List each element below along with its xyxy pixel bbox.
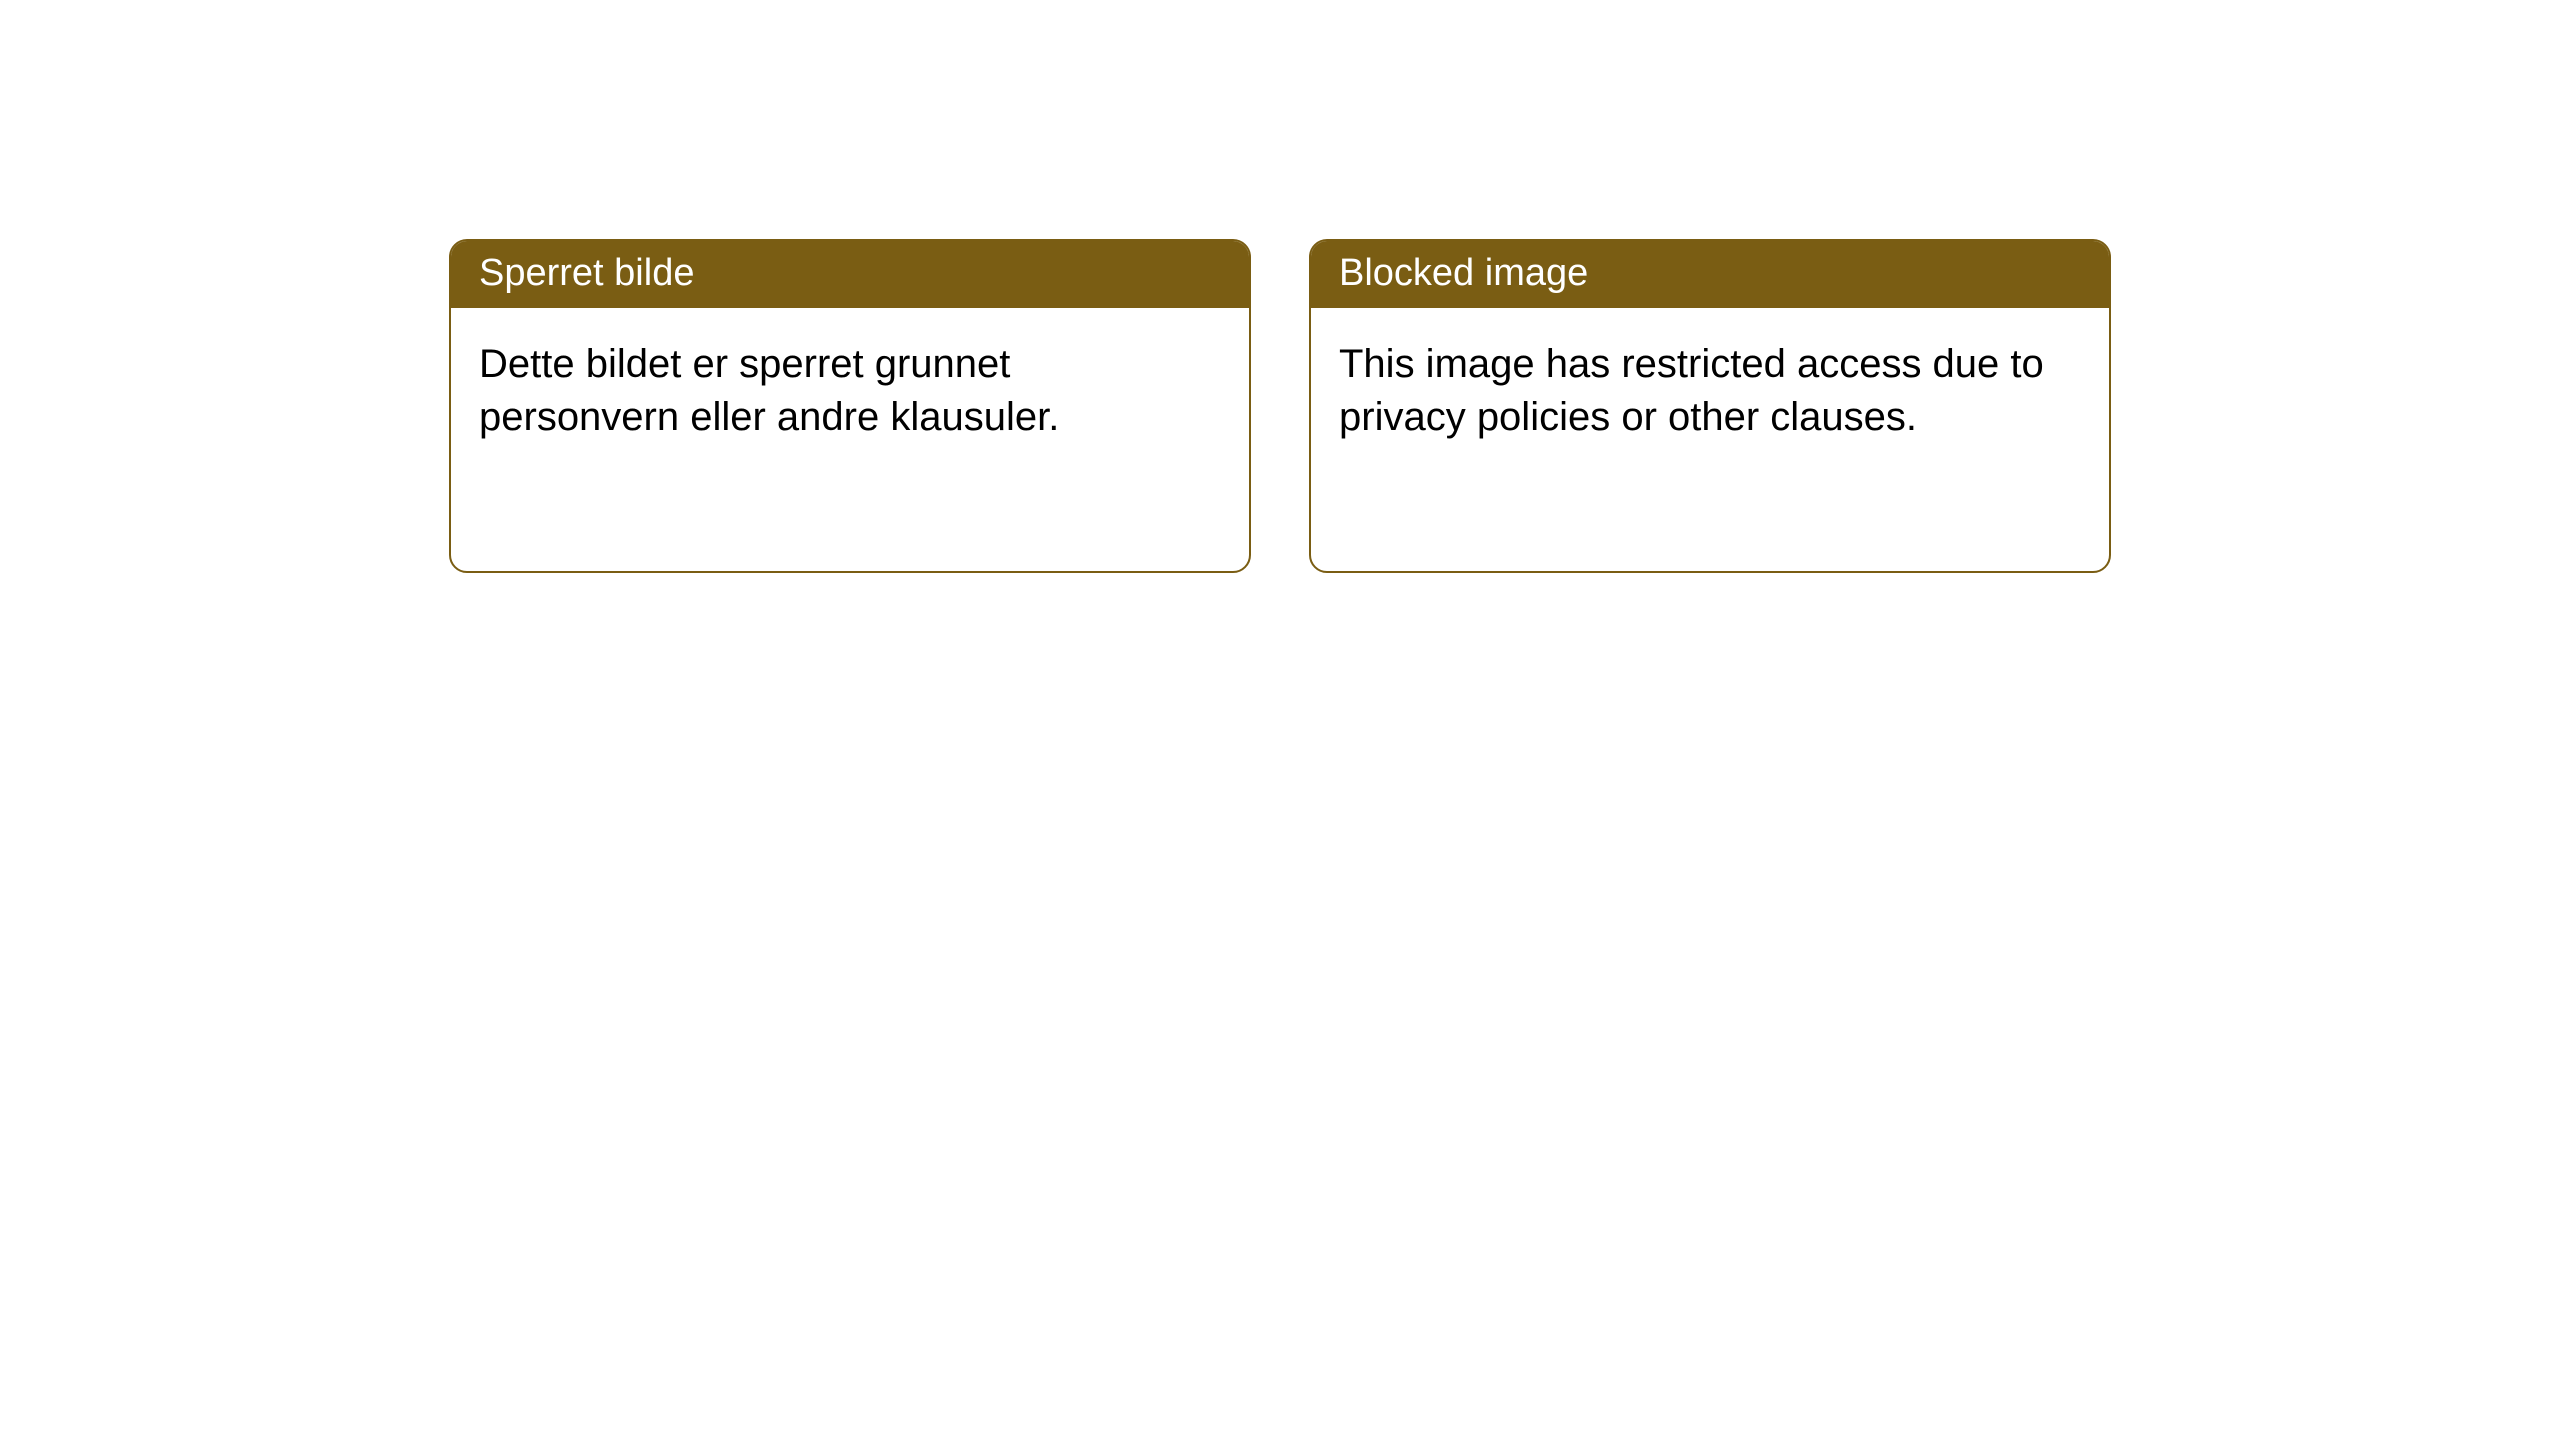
notice-title: Blocked image xyxy=(1339,252,1588,294)
notice-body: Dette bildet er sperret grunnet personve… xyxy=(451,308,1249,474)
notice-container: Sperret bilde Dette bildet er sperret gr… xyxy=(0,0,2560,573)
notice-header: Sperret bilde xyxy=(451,241,1249,308)
notice-card-english: Blocked image This image has restricted … xyxy=(1309,239,2111,573)
notice-card-norwegian: Sperret bilde Dette bildet er sperret gr… xyxy=(449,239,1251,573)
notice-body: This image has restricted access due to … xyxy=(1311,308,2109,474)
notice-header: Blocked image xyxy=(1311,241,2109,308)
notice-title: Sperret bilde xyxy=(479,252,694,294)
notice-text: This image has restricted access due to … xyxy=(1339,342,2044,439)
notice-text: Dette bildet er sperret grunnet personve… xyxy=(479,342,1059,439)
